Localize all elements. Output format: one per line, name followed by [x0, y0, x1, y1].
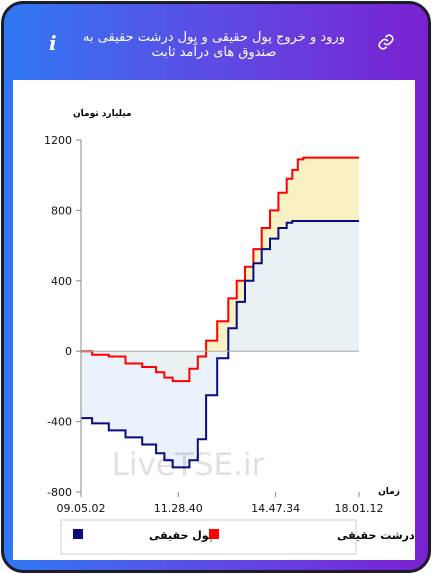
chart-title: ورود و خروج پول حقیقی و پول درشت حقیقی ب… — [82, 30, 345, 60]
series-line-0 — [81, 156, 359, 383]
series-lines — [81, 156, 359, 469]
legend-swatch-1 — [209, 529, 219, 539]
x-axis-label: زمان — [378, 487, 400, 497]
legend: پول حقیقی پول درشت حقیقی — [60, 519, 428, 555]
y-tick-label: 400 — [51, 275, 72, 288]
legend-label-1: پول درشت حقیقی — [337, 529, 415, 542]
y-tick-label: 800 — [51, 204, 72, 217]
card-header: i ورود و خروج پول حقیقی و پول درشت حقیقی… — [4, 4, 428, 70]
y-tick-label: 1200 — [44, 134, 72, 147]
plot-panel: -800 -400 0 400 800 1200 09.05.02 11.28.40 14.47… — [13, 80, 428, 560]
legend-label-0: پول حقیقی — [149, 529, 213, 542]
series-line-1 — [81, 220, 359, 469]
x-tick-label: 11.28.40 — [154, 502, 203, 515]
link-icon[interactable] — [377, 33, 395, 51]
axes: -800 -400 0 400 800 1200 09.05.02 11.28.40 14.47… — [44, 134, 383, 515]
series-fills — [81, 157, 359, 468]
y-tick-label: -800 — [47, 486, 72, 499]
x-tick-label: 09.05.02 — [57, 502, 106, 515]
chart-svg: -800 -400 0 400 800 1200 09.05.02 11.28.40 14.47… — [44, 109, 428, 555]
y-tick-label: -400 — [47, 416, 72, 429]
y-axis-label: میلیارد تومان — [73, 109, 132, 119]
info-icon[interactable]: i — [49, 31, 57, 55]
x-tick-label: 14.47.34 — [251, 502, 300, 515]
legend-swatch-0 — [73, 529, 83, 539]
series-fill-1 — [81, 221, 359, 468]
watermark: LiveTSE.ir — [112, 447, 265, 483]
x-tick-label: 18.01.12 — [335, 502, 384, 515]
legend-box — [60, 519, 357, 555]
y-tick-label: 0 — [65, 345, 72, 358]
